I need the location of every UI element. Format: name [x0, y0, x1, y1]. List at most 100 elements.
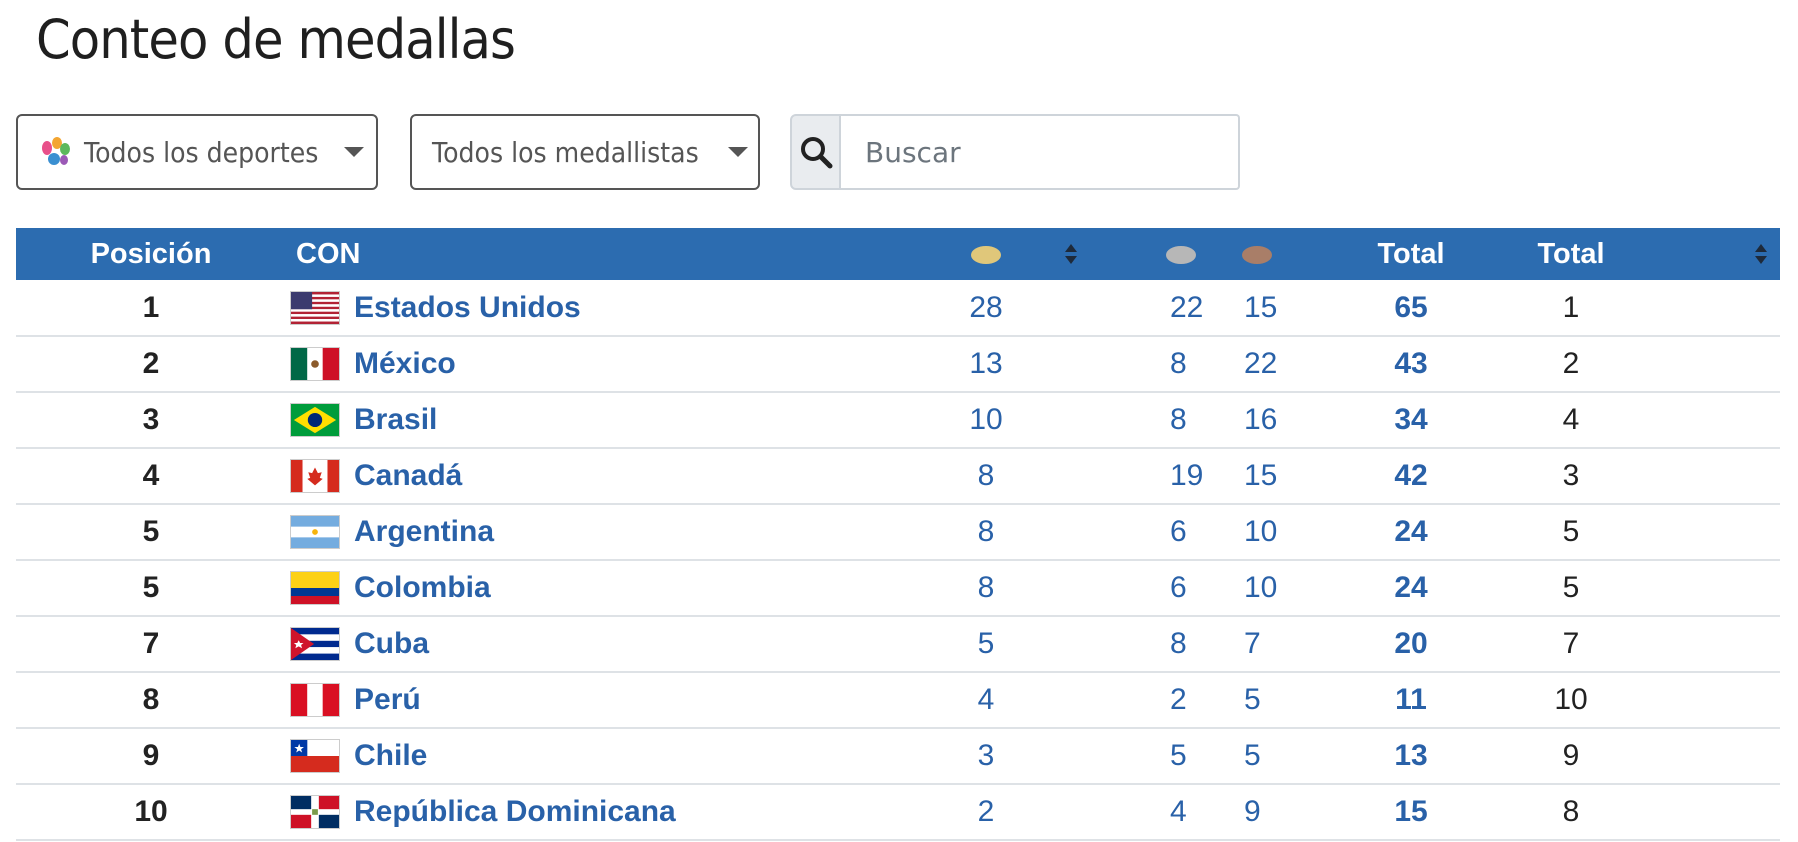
- total-rank: 4: [1562, 403, 1580, 436]
- total-rank: 1: [1562, 290, 1580, 324]
- dominican-republic-flag-icon: [290, 795, 340, 829]
- header-con[interactable]: CON: [296, 237, 361, 270]
- country-link[interactable]: Estados Unidos: [354, 290, 581, 324]
- bronze-count: 22: [1244, 347, 1278, 380]
- rank-spacer: [1656, 672, 1780, 728]
- rank-spacer: [1656, 784, 1780, 840]
- table-row: 7 Cuba 5 8 7 20 7: [16, 616, 1780, 672]
- header-gold[interactable]: [926, 228, 1046, 280]
- total-rank: 10: [1554, 683, 1588, 716]
- rank-spacer: [1656, 504, 1780, 560]
- rank-spacer: [1656, 392, 1780, 448]
- country-link[interactable]: Colombia: [354, 571, 491, 604]
- sort-icon[interactable]: [1064, 244, 1078, 264]
- gold-sort-spacer: [1046, 280, 1166, 336]
- header-total-rank-sort[interactable]: [1656, 228, 1780, 280]
- gold-count: 2: [977, 795, 995, 828]
- total-count: 15: [1394, 795, 1428, 828]
- silver-count: 4: [1170, 795, 1187, 828]
- table-row: 3 Brasil 10 8 16 34 4: [16, 392, 1780, 448]
- bronze-count: 15: [1244, 290, 1278, 324]
- silver-count: 8: [1170, 627, 1187, 660]
- gold-count: 8: [977, 571, 995, 604]
- page-title: Conteo de medallas: [36, 8, 516, 71]
- gold-count: 4: [977, 683, 995, 716]
- position-cell: 5: [142, 515, 160, 548]
- total-count: 34: [1394, 403, 1428, 436]
- position-cell: 5: [142, 571, 160, 604]
- position-cell: 8: [142, 683, 160, 716]
- gold-sort-spacer: [1046, 616, 1166, 672]
- bronze-count: 16: [1244, 403, 1278, 436]
- total-count: 42: [1394, 459, 1428, 492]
- gold-sort-spacer: [1046, 560, 1166, 616]
- table-row: 5 Colombia 8 6 10 24 5: [16, 560, 1780, 616]
- sports-dropdown[interactable]: Todos los deportes: [16, 114, 378, 190]
- header-position[interactable]: Posición: [90, 237, 212, 270]
- country-link[interactable]: Chile: [354, 739, 428, 772]
- gold-sort-spacer: [1046, 336, 1166, 392]
- header-silver[interactable]: [1166, 228, 1236, 280]
- position-cell: 7: [142, 627, 160, 660]
- total-count: 11: [1395, 683, 1427, 716]
- gold-count: 5: [977, 627, 995, 660]
- rank-spacer: [1656, 560, 1780, 616]
- gold-count: 8: [977, 459, 995, 492]
- position-cell: 4: [142, 459, 160, 492]
- country-link[interactable]: Brasil: [354, 403, 438, 436]
- gold-sort-spacer: [1046, 784, 1166, 840]
- search-group: [790, 114, 1240, 190]
- country-link[interactable]: República Dominicana: [354, 795, 676, 828]
- total-count: 20: [1394, 627, 1428, 660]
- country-link[interactable]: Cuba: [354, 627, 429, 660]
- brazil-flag-icon: [290, 403, 340, 437]
- silver-count: 5: [1170, 739, 1187, 772]
- header-gold-sort[interactable]: [1046, 228, 1166, 280]
- total-rank: 3: [1562, 459, 1580, 492]
- table-row: 2 México 13 8 22 43 2: [16, 336, 1780, 392]
- silver-count: 6: [1170, 515, 1187, 548]
- cuba-flag-icon: [290, 627, 340, 661]
- country-link[interactable]: Perú: [354, 683, 421, 716]
- country-cell: México: [286, 336, 926, 392]
- table-row: 10 República Dominicana 2 4 9 15 8: [16, 784, 1780, 840]
- bronze-count: 5: [1244, 683, 1261, 716]
- country-link[interactable]: Canadá: [354, 459, 463, 492]
- header-total-rank[interactable]: Total: [1537, 237, 1605, 270]
- position-cell: 9: [142, 739, 160, 772]
- filter-bar: Todos los deportes Todos los medallistas: [16, 114, 1256, 190]
- table-row: 9 Chile 3 5 5 13 9: [16, 728, 1780, 784]
- total-count: 13: [1394, 739, 1428, 772]
- rank-spacer: [1656, 728, 1780, 784]
- country-link[interactable]: Argentina: [354, 515, 495, 548]
- bronze-count: 15: [1244, 459, 1278, 492]
- table-row: 4 Canadá 8 19 15 42 3: [16, 448, 1780, 504]
- silver-medal-icon: [1166, 245, 1196, 264]
- total-rank: 7: [1562, 627, 1580, 660]
- country-link[interactable]: México: [354, 347, 456, 380]
- table-row: 5 Argentina 8 6 10 24 5: [16, 504, 1780, 560]
- bronze-count: 9: [1244, 795, 1261, 828]
- sports-dropdown-label: Todos los deportes: [84, 135, 319, 169]
- gold-sort-spacer: [1046, 728, 1166, 784]
- search-input[interactable]: [841, 114, 1240, 190]
- total-rank: 2: [1562, 347, 1580, 380]
- position-cell: 3: [142, 403, 160, 436]
- gold-sort-spacer: [1046, 392, 1166, 448]
- bronze-count: 10: [1244, 515, 1278, 548]
- total-rank: 8: [1562, 795, 1580, 828]
- header-total[interactable]: Total: [1377, 237, 1445, 270]
- search-icon[interactable]: [790, 114, 841, 190]
- bronze-count: 7: [1244, 627, 1261, 660]
- total-count: 24: [1394, 571, 1428, 604]
- header-bronze[interactable]: [1236, 228, 1336, 280]
- usa-flag-icon: [290, 290, 340, 325]
- chevron-down-icon: [728, 147, 749, 157]
- sort-icon[interactable]: [1754, 244, 1768, 264]
- peru-flag-icon: [290, 683, 340, 717]
- position-cell: 2: [142, 347, 160, 380]
- chevron-down-icon: [344, 147, 365, 157]
- medalists-dropdown[interactable]: Todos los medallistas: [410, 114, 760, 190]
- table-header-row: Posición CON Total Total: [16, 228, 1780, 280]
- position-cell: 10: [134, 795, 168, 828]
